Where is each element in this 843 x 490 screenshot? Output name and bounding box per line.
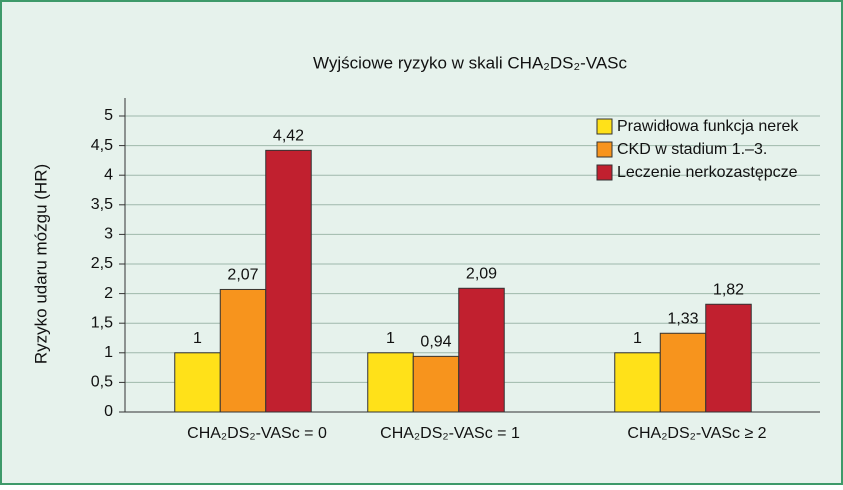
bar [367, 352, 414, 413]
chart-title: Wyjściowe ryzyko w skali CHA₂DS₂-VASc [313, 53, 628, 72]
legend-label: Prawidłowa funkcja nerek [617, 118, 799, 135]
bar [219, 288, 267, 413]
value-label: 1 [386, 330, 395, 347]
value-label: 1,82 [713, 281, 744, 298]
legend-swatch [596, 141, 613, 158]
x-tick-label: CHA₂DS₂-VASc = 1 [380, 425, 520, 442]
bar [705, 303, 752, 413]
bar [174, 352, 221, 413]
bar [265, 149, 312, 413]
y-tick-label: 2 [104, 285, 113, 302]
value-label: 1,33 [667, 310, 698, 327]
legend-label: Leczenie nerkozastępcze [617, 164, 798, 181]
y-tick-label: 3 [104, 226, 113, 243]
value-label: 2,07 [227, 267, 258, 284]
value-label: 2,09 [466, 265, 497, 282]
value-label: 1 [193, 330, 202, 347]
value-label: 4,42 [273, 128, 304, 145]
y-tick-label: 0 [104, 403, 113, 420]
y-tick-label: 5 [104, 107, 113, 124]
bar [458, 287, 505, 413]
x-tick-label: CHA₂DS₂-VASc ≥ 2 [627, 425, 766, 442]
y-tick-label: 4,5 [91, 137, 113, 154]
y-axis-label: Ryzyko udaru mózgu (HR) [31, 164, 50, 364]
bar [412, 355, 460, 413]
x-tick-label: CHA₂DS₂-VASc = 0 [187, 425, 327, 442]
legend-label: CKD w stadium 1.–3. [617, 141, 767, 158]
value-label: 1 [633, 330, 642, 347]
y-tick-label: 1,5 [91, 314, 113, 331]
y-tick-label: 2,5 [91, 255, 113, 272]
y-tick-label: 4 [104, 166, 113, 183]
y-tick-label: 1 [104, 344, 113, 361]
bar [659, 332, 707, 413]
legend-swatch [596, 118, 613, 135]
y-tick-label: 3,5 [91, 196, 113, 213]
y-tick-label: 0,5 [91, 374, 113, 391]
value-label: 0,94 [420, 334, 451, 351]
bar [614, 352, 661, 413]
legend-swatch [596, 164, 613, 181]
